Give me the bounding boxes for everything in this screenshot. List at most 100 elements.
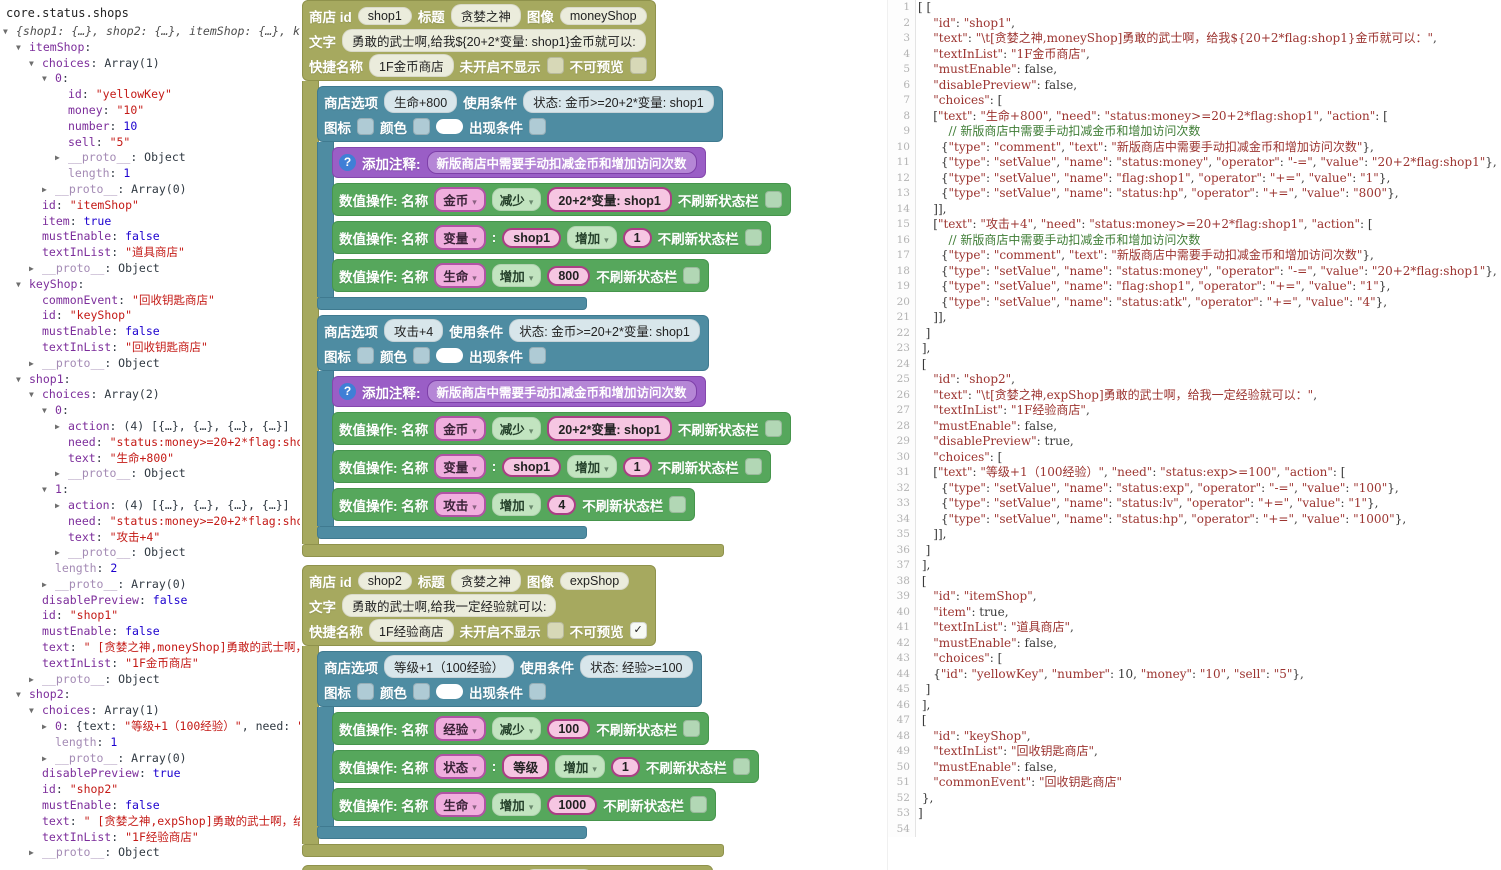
checkbox[interactable] bbox=[744, 229, 762, 246]
expand-arrow-icon[interactable]: ▶ bbox=[55, 469, 60, 479]
checkbox[interactable] bbox=[732, 758, 750, 775]
expand-arrow-icon[interactable]: ▼ bbox=[29, 390, 34, 400]
shop-option-block-atk4[interactable]: 商店选项 攻击+4 使用条件 状态: 金币>=20+2*变量: shop1 图标 颜色 出现… bbox=[317, 315, 791, 539]
expand-arrow-icon[interactable]: ▶ bbox=[55, 500, 60, 510]
expand-arrow-icon[interactable]: ▶ bbox=[55, 548, 60, 558]
expand-arrow-icon[interactable]: ▼ bbox=[16, 42, 21, 52]
code-line[interactable]: 22 ] bbox=[888, 325, 1501, 341]
code-line[interactable]: 46 ], bbox=[888, 697, 1501, 713]
code-line[interactable]: 54 bbox=[888, 821, 1501, 837]
name-dropdown[interactable]: 生命 ▾ bbox=[434, 792, 486, 817]
value-field[interactable]: 等级 bbox=[502, 754, 550, 779]
block-field[interactable]: 贪婪之神 bbox=[450, 4, 521, 27]
block-field[interactable]: 勇敢的武士啊,给我${20+2*变量: shop1}金币就可以: bbox=[342, 29, 646, 52]
name-dropdown[interactable]: 生命 ▾ bbox=[434, 263, 486, 288]
checkbox[interactable] bbox=[357, 118, 374, 135]
code-line[interactable]: 13 {"type": "setValue", "name": "status:… bbox=[888, 186, 1501, 202]
checkbox[interactable] bbox=[744, 458, 762, 475]
value-field[interactable]: 1 bbox=[622, 227, 652, 248]
block-field[interactable]: 状态: 经验>=100 bbox=[580, 655, 693, 678]
name-dropdown[interactable]: 状态 ▾ bbox=[434, 754, 486, 779]
checkbox[interactable] bbox=[529, 118, 546, 135]
block-field[interactable]: 状态: 金币>=20+2*变量: shop1 bbox=[509, 319, 700, 342]
operator-dropdown[interactable]: 增加 ▾ bbox=[555, 755, 605, 778]
numeric-op-block[interactable]: 数值操作: 名称 变量 ▾: shop1 增加 ▾ 1 不刷新状态栏 bbox=[332, 450, 791, 483]
code-line[interactable]: 52 }, bbox=[888, 790, 1501, 806]
checkbox[interactable] bbox=[690, 796, 708, 813]
checkbox[interactable] bbox=[546, 57, 564, 74]
checkbox[interactable] bbox=[683, 267, 701, 284]
value-field[interactable]: 1 bbox=[610, 756, 640, 777]
numeric-op-block[interactable]: 数值操作: 名称 生命 ▾ 增加 ▾ 1000 不刷新状态栏 bbox=[332, 788, 759, 821]
operator-dropdown[interactable]: 增加 ▾ bbox=[491, 264, 542, 287]
name-dropdown[interactable]: 金币 ▾ bbox=[434, 187, 486, 212]
checkbox[interactable] bbox=[546, 622, 564, 639]
expand-arrow-icon[interactable]: ▼ bbox=[42, 74, 47, 84]
value-field[interactable]: 1000 bbox=[547, 794, 598, 815]
color-field[interactable] bbox=[436, 119, 463, 134]
code-line[interactable]: 26 "text": "\t[贪婪之神,expShop]勇敢的武士啊，给我一定经… bbox=[888, 387, 1501, 403]
code-line[interactable]: 32 {"type": "setValue", "name": "status:… bbox=[888, 480, 1501, 496]
expand-arrow-icon[interactable]: ▼ bbox=[42, 406, 47, 416]
color-field[interactable] bbox=[436, 348, 463, 363]
block-field[interactable]: shop2 bbox=[357, 571, 412, 590]
code-line[interactable]: 36 ] bbox=[888, 542, 1501, 558]
code-line[interactable]: 49 "textInList": "回收钥匙商店", bbox=[888, 744, 1501, 760]
name-dropdown[interactable]: 变量 ▾ bbox=[434, 225, 486, 250]
blockly-workspace[interactable]: 商店 id shop1 标题 贪婪之神 图像 moneyShop 文字 勇敢的武士啊,给我${… bbox=[300, 0, 887, 870]
comment-field[interactable]: 新版商店中需要手动扣减金币和增加访问次数 bbox=[426, 151, 697, 174]
expand-arrow-icon[interactable]: ▶ bbox=[42, 579, 47, 589]
expand-arrow-icon[interactable]: ▶ bbox=[42, 184, 47, 194]
code-line[interactable]: 24 [ bbox=[888, 356, 1501, 372]
item-shop-block[interactable]: 道具商店 iditemShop快捷名称道具商店未开启不显示道具名yellowKe… bbox=[302, 865, 887, 870]
shop-option-block-lv1[interactable]: 商店选项 等级+1（100经验） 使用条件 状态: 经验>=100 图标 颜色 出现条件 数值… bbox=[317, 651, 759, 839]
code-line[interactable]: 28 "mustEnable": false, bbox=[888, 418, 1501, 434]
code-line[interactable]: 51 "commonEvent": "回收钥匙商店" bbox=[888, 775, 1501, 791]
code-line[interactable]: 44 {"id": "yellowKey", "number": 10, "mo… bbox=[888, 666, 1501, 682]
code-line[interactable]: 38 [ bbox=[888, 573, 1501, 589]
code-line[interactable]: 48 "id": "keyShop", bbox=[888, 728, 1501, 744]
block-field[interactable]: 1F金币商店 bbox=[369, 54, 454, 77]
checkbox[interactable] bbox=[764, 191, 782, 208]
block-field[interactable]: 等级+1（100经验） bbox=[384, 655, 515, 678]
expand-arrow-icon[interactable]: ▼ bbox=[42, 485, 47, 495]
operator-dropdown[interactable]: 减少 ▾ bbox=[491, 188, 542, 211]
operator-dropdown[interactable]: 减少 ▾ bbox=[491, 717, 542, 740]
help-icon[interactable]: ? bbox=[339, 154, 356, 171]
expand-arrow-icon[interactable]: ▼ bbox=[29, 706, 34, 716]
code-line[interactable]: 53] bbox=[888, 806, 1501, 822]
code-line[interactable]: 1[ [ bbox=[888, 0, 1501, 16]
block-field[interactable]: moneyShop bbox=[559, 6, 647, 25]
checkbox[interactable] bbox=[413, 347, 430, 364]
block-field[interactable]: expShop bbox=[559, 571, 630, 590]
name-dropdown[interactable]: 变量 ▾ bbox=[434, 454, 486, 479]
expand-arrow-icon[interactable]: ▶ bbox=[42, 753, 47, 763]
code-line[interactable]: 8 ["text": "生命+800", "need": "status:mon… bbox=[888, 108, 1501, 124]
numeric-op-block[interactable]: 数值操作: 名称 攻击 ▾ 增加 ▾ 4 不刷新状态栏 bbox=[332, 488, 791, 521]
code-line[interactable]: 10 {"type": "comment", "text": "新版商店中需要手… bbox=[888, 139, 1501, 155]
checkbox[interactable] bbox=[413, 118, 430, 135]
block-field[interactable]: 攻击+4 bbox=[384, 319, 444, 342]
code-line[interactable]: 6 "disablePreview": false, bbox=[888, 77, 1501, 93]
code-line[interactable]: 11 {"type": "setValue", "name": "status:… bbox=[888, 155, 1501, 171]
code-line[interactable]: 17 {"type": "comment", "text": "新版商店中需要手… bbox=[888, 248, 1501, 264]
code-line[interactable]: 19 {"type": "setValue", "name": "flag:sh… bbox=[888, 279, 1501, 295]
code-line[interactable]: 9 // 新版商店中需要手动扣减金币和增加访问次数 bbox=[888, 124, 1501, 140]
expand-arrow-icon[interactable]: ▼ bbox=[16, 690, 21, 700]
name-dropdown[interactable]: 经验 ▾ bbox=[434, 716, 486, 741]
code-line[interactable]: 12 {"type": "setValue", "name": "flag:sh… bbox=[888, 170, 1501, 186]
operator-dropdown[interactable]: 减少 ▾ bbox=[491, 417, 542, 440]
code-line[interactable]: 40 "item": true, bbox=[888, 604, 1501, 620]
code-line[interactable]: 3 "text": "\t[贪婪之神,moneyShop]勇敢的武士啊，给我${… bbox=[888, 31, 1501, 47]
operator-dropdown[interactable]: 增加 ▾ bbox=[491, 793, 542, 816]
name-dropdown[interactable]: 金币 ▾ bbox=[434, 416, 486, 441]
numeric-op-block[interactable]: 数值操作: 名称 经验 ▾ 减少 ▾ 100 不刷新状态栏 bbox=[332, 712, 759, 745]
code-line[interactable]: 35 ]], bbox=[888, 527, 1501, 543]
help-icon[interactable]: ? bbox=[339, 383, 356, 400]
code-line[interactable]: 23 ], bbox=[888, 341, 1501, 357]
shop-block-shop1[interactable]: 商店 id shop1 标题 贪婪之神 图像 moneyShop 文字 勇敢的武士啊,给我${… bbox=[302, 0, 887, 557]
expand-arrow-icon[interactable]: ▼ bbox=[16, 374, 21, 384]
expand-arrow-icon[interactable]: ▼ bbox=[16, 279, 21, 289]
comment-block[interactable]: ? 添加注释: 新版商店中需要手动扣减金币和增加访问次数 bbox=[332, 376, 791, 407]
code-line[interactable]: 21 ]], bbox=[888, 310, 1501, 326]
